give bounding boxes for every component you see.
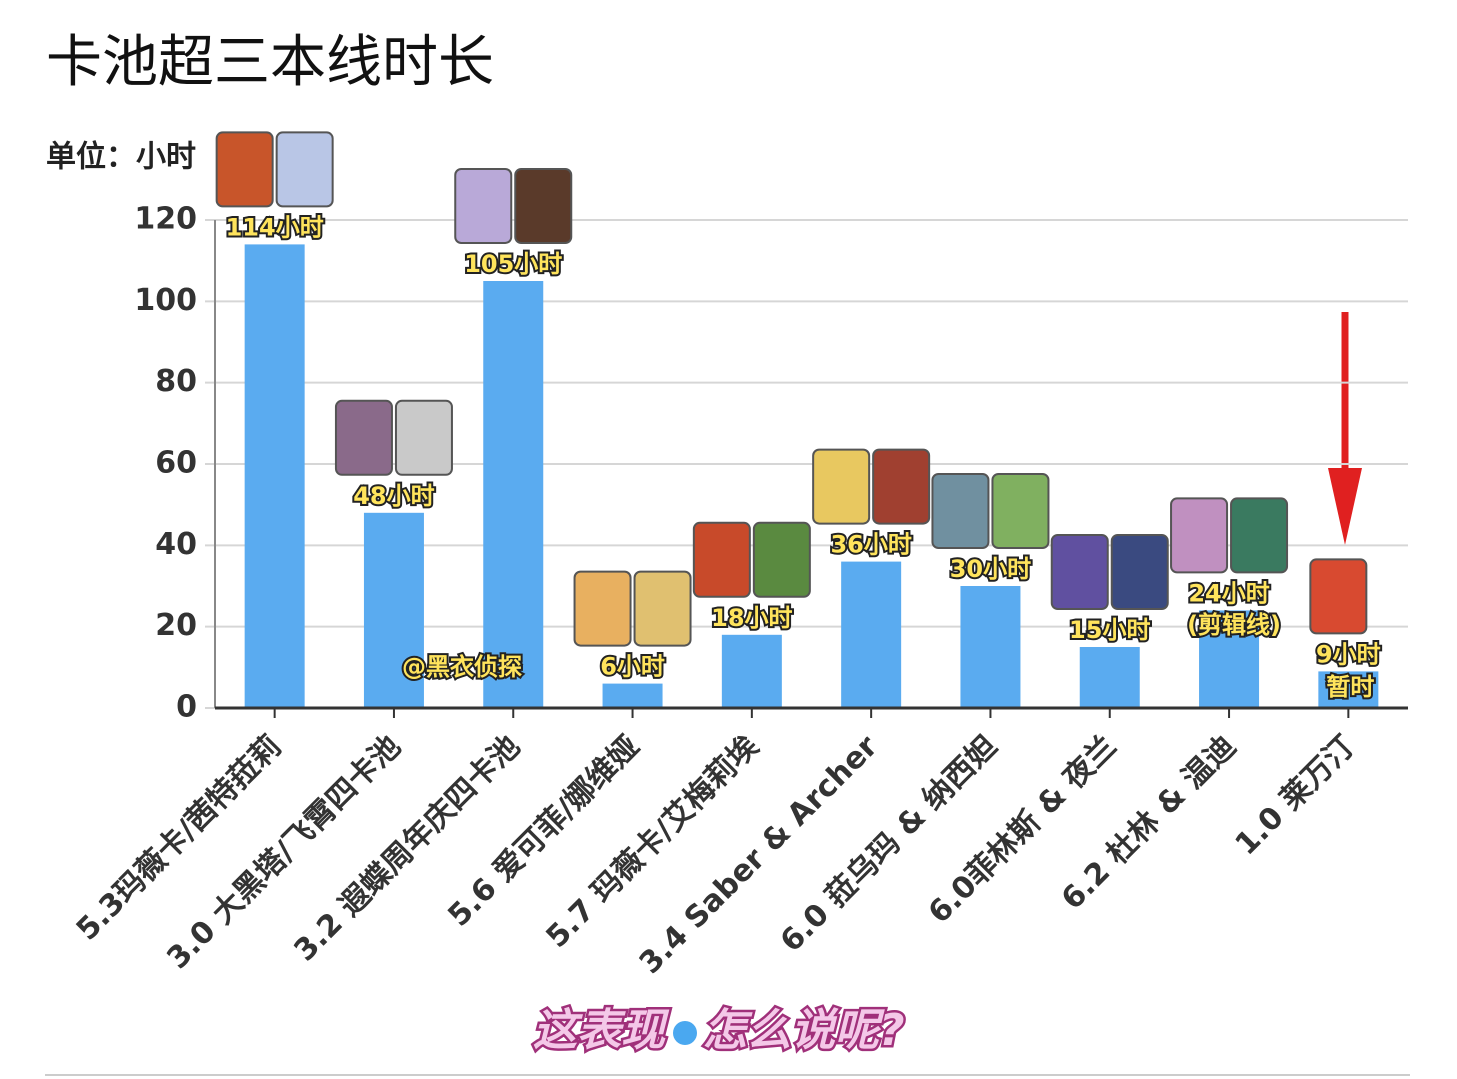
bar — [960, 586, 1021, 708]
bar — [363, 512, 424, 708]
avatar — [1050, 534, 1109, 610]
y-tick-label: 100 — [134, 283, 197, 318]
avatar — [633, 570, 692, 647]
value-label: 18小时 — [711, 604, 792, 632]
avatar — [991, 473, 1050, 549]
value-label: 114小时 — [226, 213, 324, 241]
value-label: 24小时 — [1188, 579, 1269, 607]
avatar — [1230, 497, 1289, 574]
value-label: 48小时 — [353, 482, 434, 510]
unit-label: 单位：小时 — [46, 140, 196, 175]
avatar — [514, 168, 573, 244]
chart-title: 卡池超三本线时长 — [46, 30, 494, 95]
value-label: 9小时 — [1316, 640, 1381, 668]
y-tick-label: 0 — [176, 690, 197, 725]
avatar — [275, 131, 334, 208]
caption-dot — [673, 1021, 697, 1045]
value-label: 30小时 — [950, 555, 1031, 583]
x-tick-label: 1.0 莱万汀 — [1229, 729, 1362, 862]
bar — [483, 281, 544, 708]
y-tick-label: 40 — [155, 527, 197, 562]
value-label: 15小时 — [1069, 616, 1150, 644]
x-tick-label: 5.7 玛薇卡/艾梅莉埃 — [540, 728, 767, 955]
y-tick-label: 120 — [134, 202, 197, 237]
y-tick-label: 60 — [155, 446, 197, 481]
y-tick-label: 80 — [155, 364, 197, 399]
avatar — [931, 473, 990, 549]
caption: 怎么说呢? — [703, 1005, 905, 1056]
avatar — [812, 448, 871, 525]
annotation: (剪辑线) — [1187, 611, 1281, 639]
bar — [1318, 671, 1379, 708]
avatar — [1309, 558, 1368, 635]
avatar — [752, 521, 811, 598]
x-tick-label: 3.2 遐蝶周年庆四卡池 — [287, 729, 526, 968]
bar — [1079, 647, 1140, 708]
watermark: @黑衣侦探 — [402, 653, 522, 681]
value-label: 105小时 — [464, 250, 562, 278]
avatar — [334, 399, 393, 476]
bar — [602, 683, 663, 708]
y-tick-label: 20 — [155, 608, 197, 643]
annotation: 暂时 — [1326, 673, 1374, 701]
avatar — [1110, 534, 1169, 610]
caption: 这表现 — [533, 1005, 670, 1056]
avatar — [394, 399, 453, 476]
x-tick-label: 3.4 Saber & Archer — [633, 729, 885, 981]
x-tick-label: 5.3玛薇卡/茜特菈莉 — [70, 729, 289, 948]
arrow-head — [1328, 468, 1362, 545]
bar — [244, 244, 305, 708]
bar — [841, 561, 902, 708]
avatar — [1170, 497, 1229, 574]
avatar — [872, 448, 931, 525]
value-label: 36小时 — [830, 531, 911, 559]
x-tick-label: 6.0 菈乌玛 & 纳西妲 — [774, 729, 1004, 959]
avatar — [215, 131, 274, 208]
bar — [1199, 610, 1260, 708]
value-label: 6小时 — [600, 653, 665, 681]
avatar — [692, 521, 751, 598]
x-tick-label: 3.0 大黑塔/飞霄四卡池 — [160, 729, 407, 976]
avatar — [454, 168, 513, 244]
bar — [721, 634, 782, 708]
avatar — [573, 570, 632, 647]
